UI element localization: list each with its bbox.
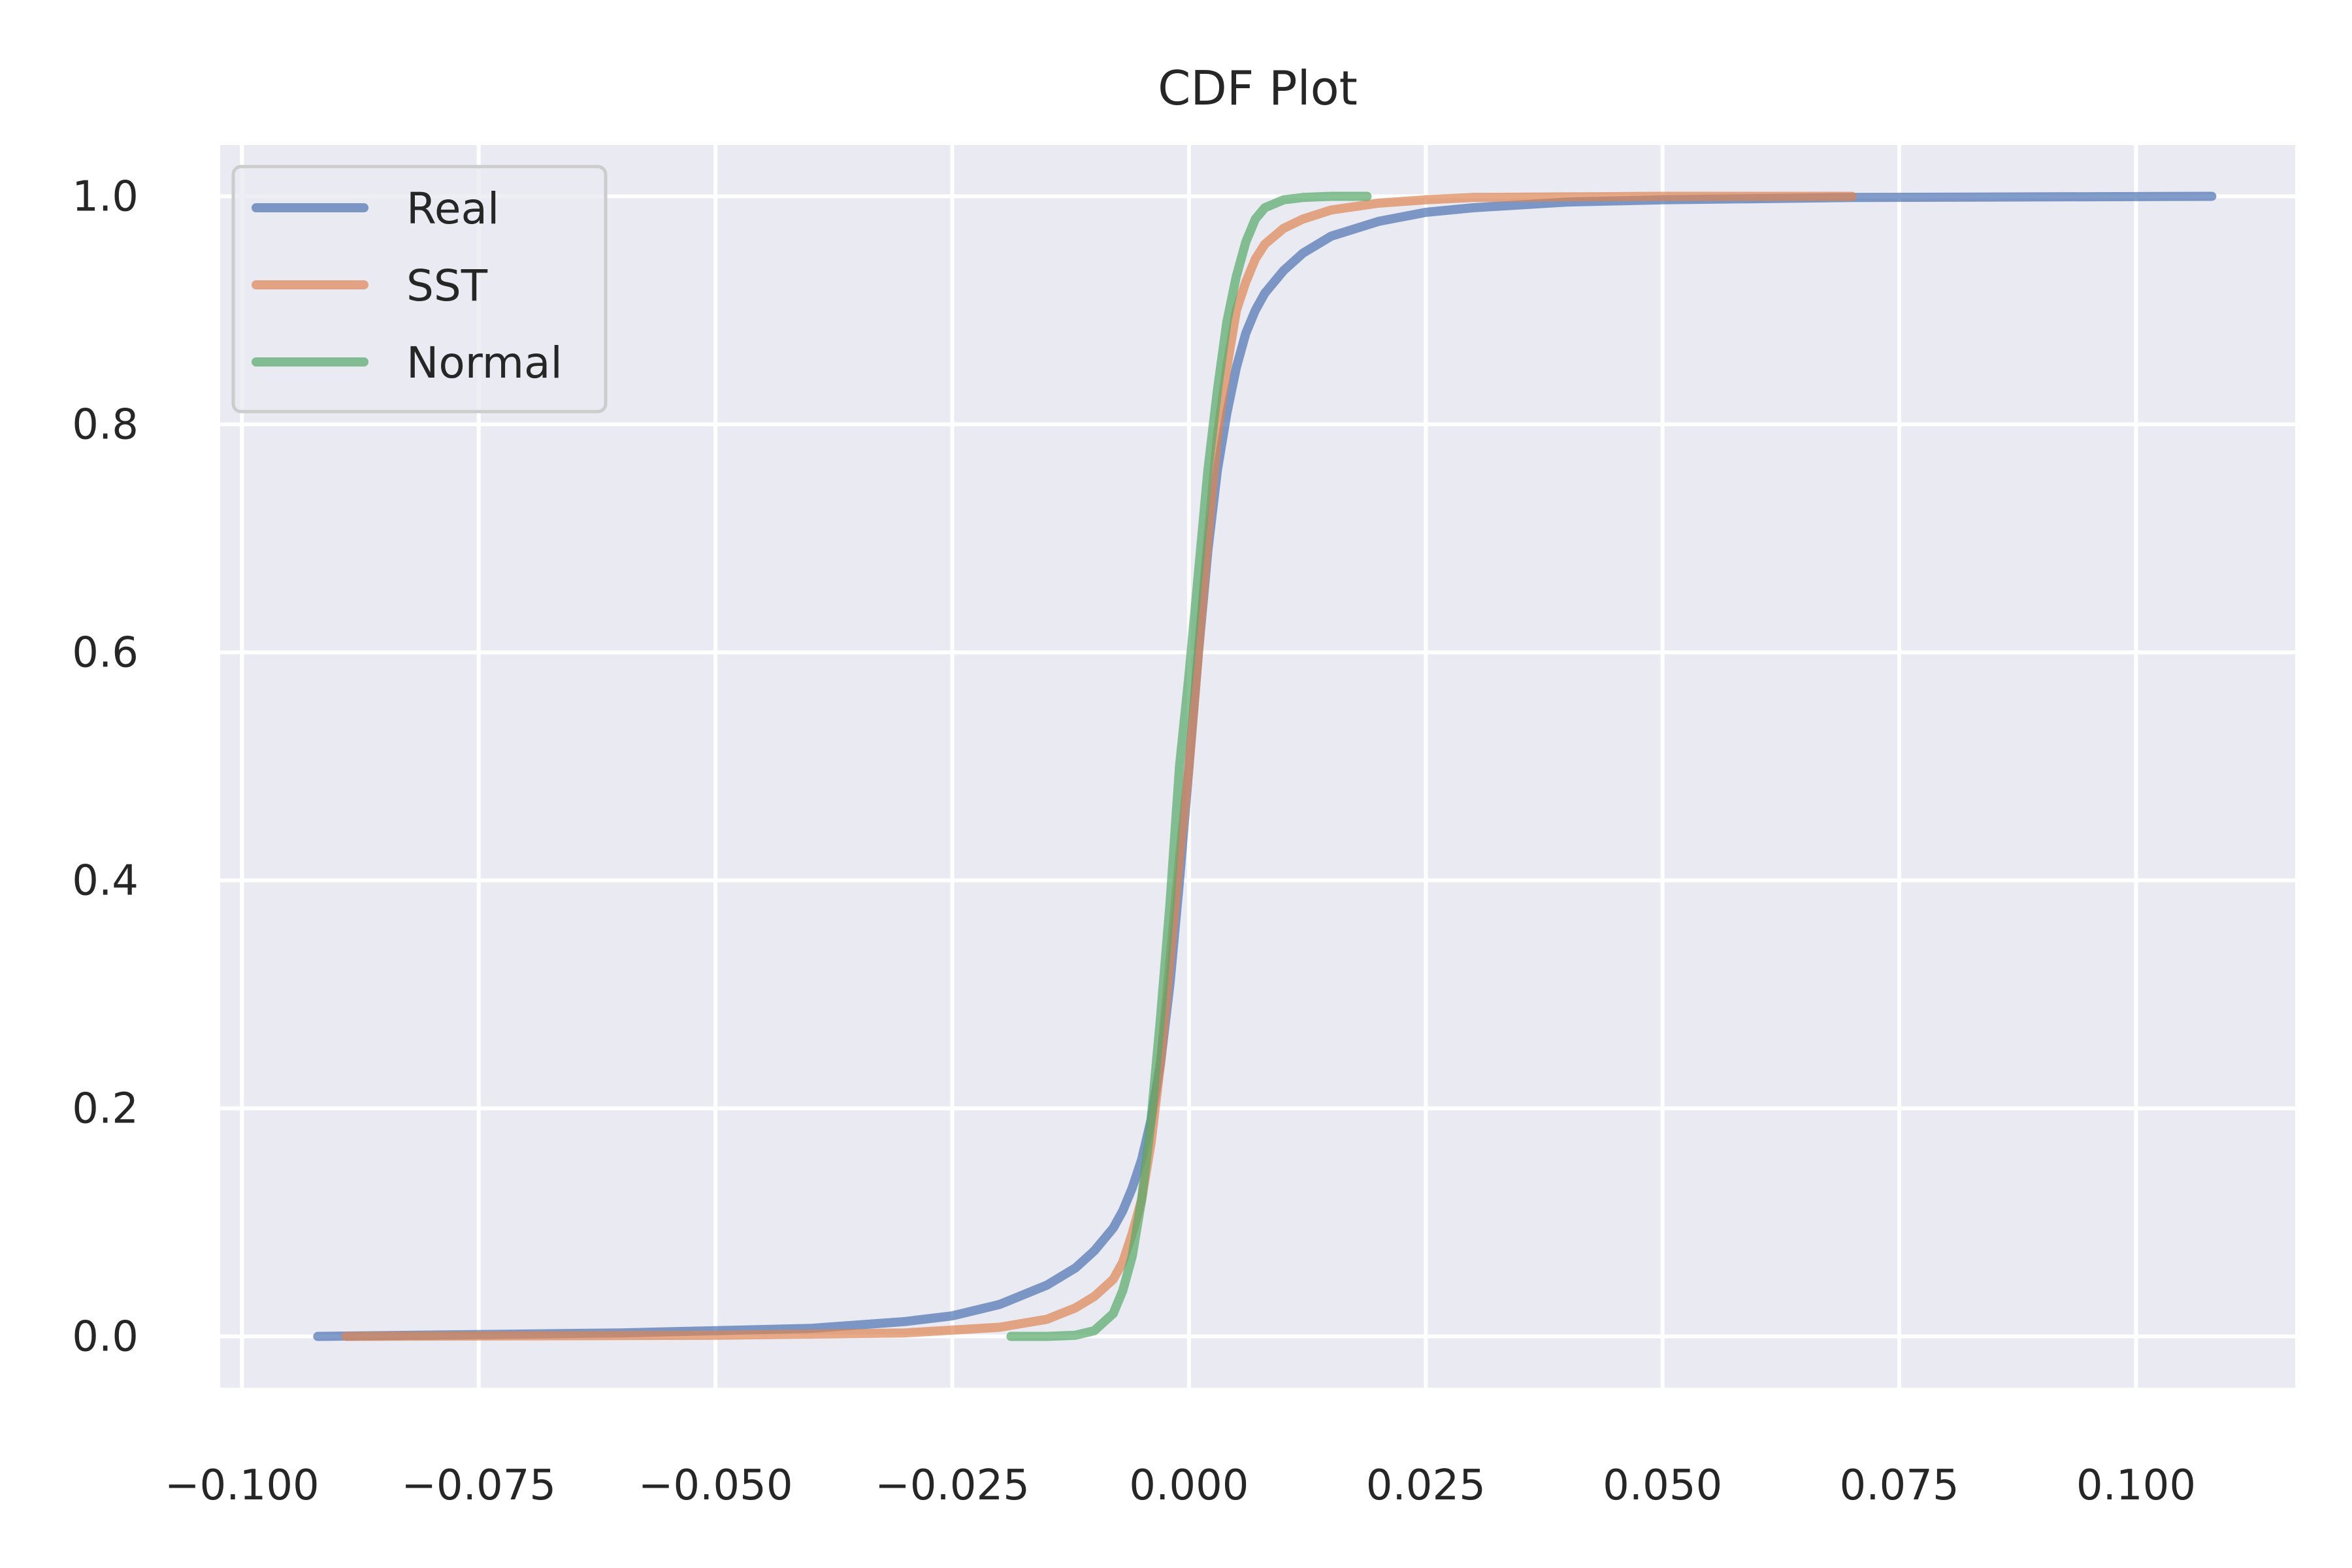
grid-lines	[220, 145, 2295, 1388]
legend-label: Real	[406, 184, 499, 234]
y-tick-label: 0.6	[72, 629, 139, 678]
legend-label: Normal	[406, 338, 563, 388]
x-tick-label: 0.050	[1603, 1462, 1722, 1510]
series-lines	[313, 191, 2217, 1341]
y-tick-label: 0.8	[72, 401, 139, 449]
x-tick-label: −0.050	[638, 1462, 793, 1510]
y-tick-label: 1.0	[72, 173, 139, 221]
x-tick-label: −0.025	[875, 1462, 1030, 1510]
tick-labels: −0.100 −0.075 −0.050 −0.025 0.000 0.025 0.050 0…	[72, 173, 2196, 1510]
y-tick-label: 0.4	[72, 857, 139, 905]
series-line-normal	[1006, 191, 1372, 1341]
y-tick-label: 0.0	[72, 1313, 139, 1361]
legend: Real SST Normal	[231, 165, 608, 414]
x-tick-label: −0.075	[401, 1462, 556, 1510]
x-tick-label: 0.025	[1366, 1462, 1486, 1510]
x-tick-label: −0.100	[165, 1462, 319, 1510]
x-tick-label: 0.000	[1129, 1462, 1249, 1510]
x-tick-label: 0.075	[1839, 1462, 1959, 1510]
series-line-sst	[341, 191, 1857, 1341]
legend-box	[231, 165, 608, 414]
x-tick-label: 0.100	[2076, 1462, 2196, 1510]
chart-title: CDF Plot	[1158, 61, 1358, 116]
y-tick-label: 0.2	[72, 1085, 139, 1133]
legend-label: SST	[406, 261, 488, 311]
